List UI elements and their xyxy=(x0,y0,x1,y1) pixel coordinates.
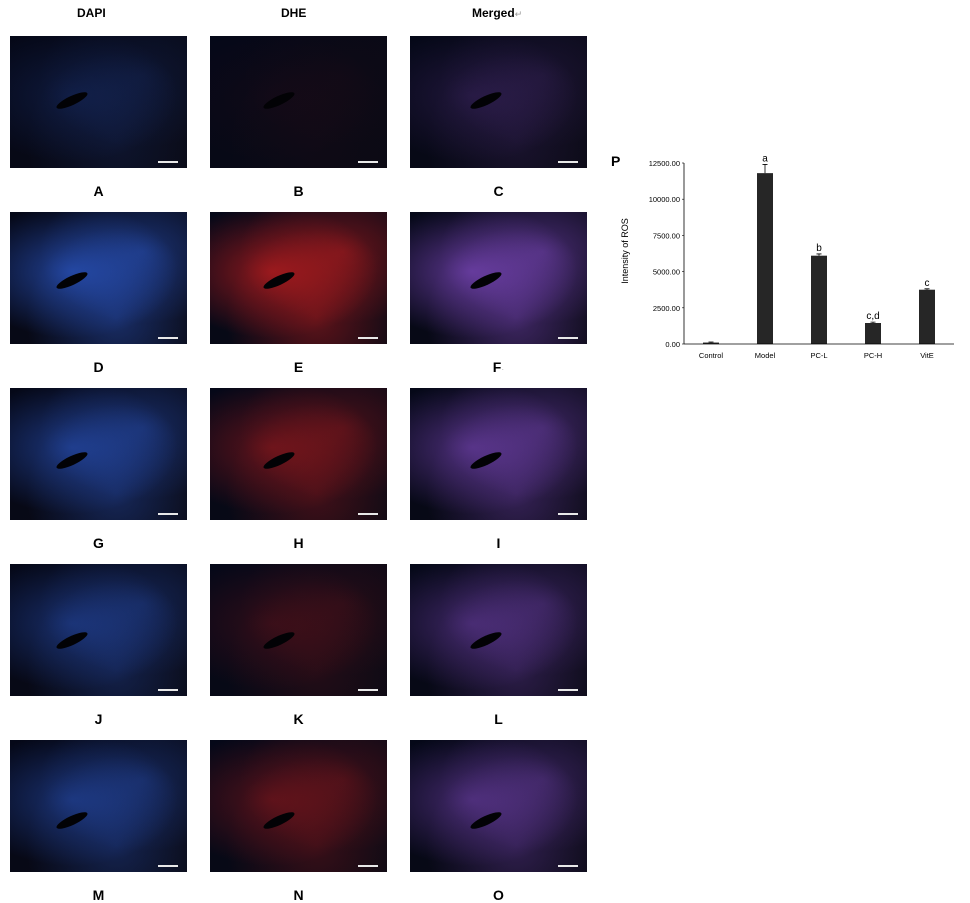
bar-pc-l xyxy=(811,255,827,344)
vessel-shape xyxy=(261,809,297,832)
chart-panel-label: P xyxy=(611,153,620,169)
panel-label-g: G xyxy=(93,535,104,551)
ros-bar-chart: P Intensity of ROS 0.00 2500.00 5000.00 750… xyxy=(611,153,954,360)
x-tick-label: PC-L xyxy=(810,351,827,360)
micrograph-panel-b xyxy=(210,36,387,168)
scale-bar xyxy=(158,161,178,163)
vessel-shape xyxy=(54,809,90,832)
panel-label-k: K xyxy=(293,711,304,727)
y-tick-label: 7500.00 xyxy=(653,231,680,240)
panel-label-b: B xyxy=(293,183,304,199)
micrograph-panel-l xyxy=(410,564,587,696)
micrograph-panel-c xyxy=(410,36,587,168)
micrograph-panel-h xyxy=(210,388,387,520)
significance-label-model: a xyxy=(762,153,768,164)
panel-label-i: I xyxy=(496,535,501,551)
bar-vite xyxy=(919,289,935,344)
scale-bar xyxy=(158,865,178,867)
x-tick-label: Model xyxy=(755,351,776,360)
vessel-shape xyxy=(261,89,297,112)
return-mark-icon: ↵ xyxy=(514,9,523,19)
micrograph-panel-k xyxy=(210,564,387,696)
micrograph-panel-n xyxy=(210,740,387,872)
scale-bar xyxy=(358,689,378,691)
panel-label-f: F· xyxy=(492,359,505,375)
vessel-shape xyxy=(54,449,90,472)
y-tick-label: 10000.00 xyxy=(649,195,680,204)
scale-bar xyxy=(158,337,178,339)
micrograph-panel-j xyxy=(10,564,187,696)
scale-bar xyxy=(558,161,578,163)
column-header-merged: Merged↵ xyxy=(472,6,522,20)
error-bar-control xyxy=(708,341,714,343)
micrograph-panel-o xyxy=(410,740,587,872)
merged-title: Merged xyxy=(472,6,515,20)
y-tick-label: 5000.00 xyxy=(653,268,680,277)
panel-label-a: A xyxy=(93,183,104,199)
error-bar-vite xyxy=(924,288,930,290)
vessel-shape xyxy=(54,269,90,292)
micrograph-panel-a xyxy=(10,36,187,168)
bar-model xyxy=(757,173,773,344)
bar-pc-h xyxy=(865,323,881,344)
micrograph-panel-i xyxy=(410,388,587,520)
x-tick-label: Control xyxy=(699,351,724,360)
bar-control xyxy=(703,342,719,344)
micrograph-panel-e xyxy=(210,212,387,344)
panel-label-c: C xyxy=(493,183,504,199)
y-tick-label: 12500.00 xyxy=(649,159,680,168)
column-header-dhe: DHE xyxy=(281,6,307,20)
panel-label-j: J xyxy=(94,711,103,727)
x-tick-label: VitE xyxy=(920,351,934,360)
vessel-shape xyxy=(468,629,504,652)
scale-bar xyxy=(558,865,578,867)
vessel-shape xyxy=(468,89,504,112)
scale-bar xyxy=(158,689,178,691)
error-bar-pc-h xyxy=(870,321,876,324)
vessel-shape xyxy=(261,449,297,472)
panel-label-o: O xyxy=(493,887,504,903)
panel-label-d: D xyxy=(93,359,104,375)
micrograph-panel-m xyxy=(10,740,187,872)
vessel-shape xyxy=(468,809,504,832)
panel-label-m: M xyxy=(92,887,105,903)
y-axis-label: Intensity of ROS xyxy=(620,218,630,284)
panel-label-h: H xyxy=(293,535,304,551)
significance-label-pc-h: c,d xyxy=(866,311,879,322)
micrograph-panel-d xyxy=(10,212,187,344)
panel-label-e: E xyxy=(293,359,304,375)
vessel-shape xyxy=(54,629,90,652)
scale-bar xyxy=(358,161,378,163)
vessel-shape xyxy=(54,89,90,112)
vessel-shape xyxy=(261,629,297,652)
x-tick-label: PC-H xyxy=(864,351,882,360)
scale-bar xyxy=(358,865,378,867)
significance-label-vite: c xyxy=(925,278,930,289)
scale-bar xyxy=(558,689,578,691)
scale-bar xyxy=(558,337,578,339)
panel-label-n: N xyxy=(293,887,304,903)
micrograph-panel-f xyxy=(410,212,587,344)
significance-label-pc-l: b xyxy=(816,243,822,254)
scale-bar xyxy=(558,513,578,515)
y-tick-label: 0.00 xyxy=(665,340,680,349)
error-bar-pc-l xyxy=(816,253,822,256)
y-tick-label: 2500.00 xyxy=(653,304,680,313)
scale-bar xyxy=(358,337,378,339)
vessel-shape xyxy=(468,449,504,472)
panel-label-l: L xyxy=(494,711,503,727)
scale-bar xyxy=(358,513,378,515)
vessel-shape xyxy=(261,269,297,292)
micrograph-panel-g xyxy=(10,388,187,520)
scale-bar xyxy=(158,513,178,515)
vessel-shape xyxy=(468,269,504,292)
error-bar-model xyxy=(762,164,768,174)
column-header-dapi: DAPI xyxy=(77,6,106,20)
